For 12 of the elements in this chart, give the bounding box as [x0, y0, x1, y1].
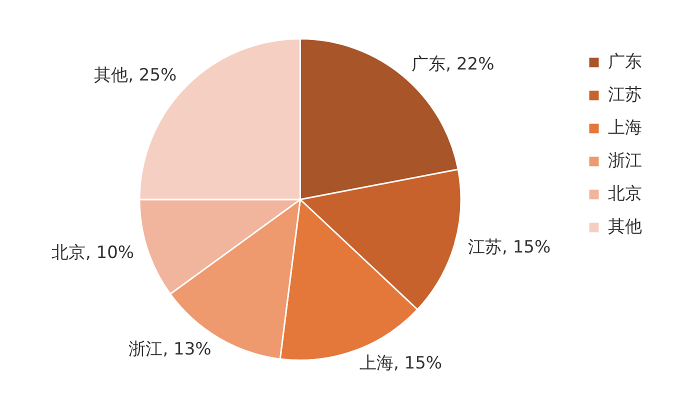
legend-label: 其他 [608, 216, 642, 237]
data-label: 北京, 10% [51, 242, 134, 263]
legend-label: 浙江 [608, 150, 642, 171]
data-label: 浙江, 13% [128, 339, 212, 360]
data-label: 上海, 15% [359, 353, 442, 374]
legend-label: 北京 [608, 184, 642, 204]
data-label: 其他, 25% [94, 65, 177, 86]
legend-label: 广东 [608, 52, 642, 72]
data-label: 广东, 22% [412, 54, 494, 74]
data-label: 江苏, 15% [468, 238, 551, 258]
legend-label: 上海 [608, 118, 642, 138]
legend-label: 江苏 [608, 84, 642, 105]
